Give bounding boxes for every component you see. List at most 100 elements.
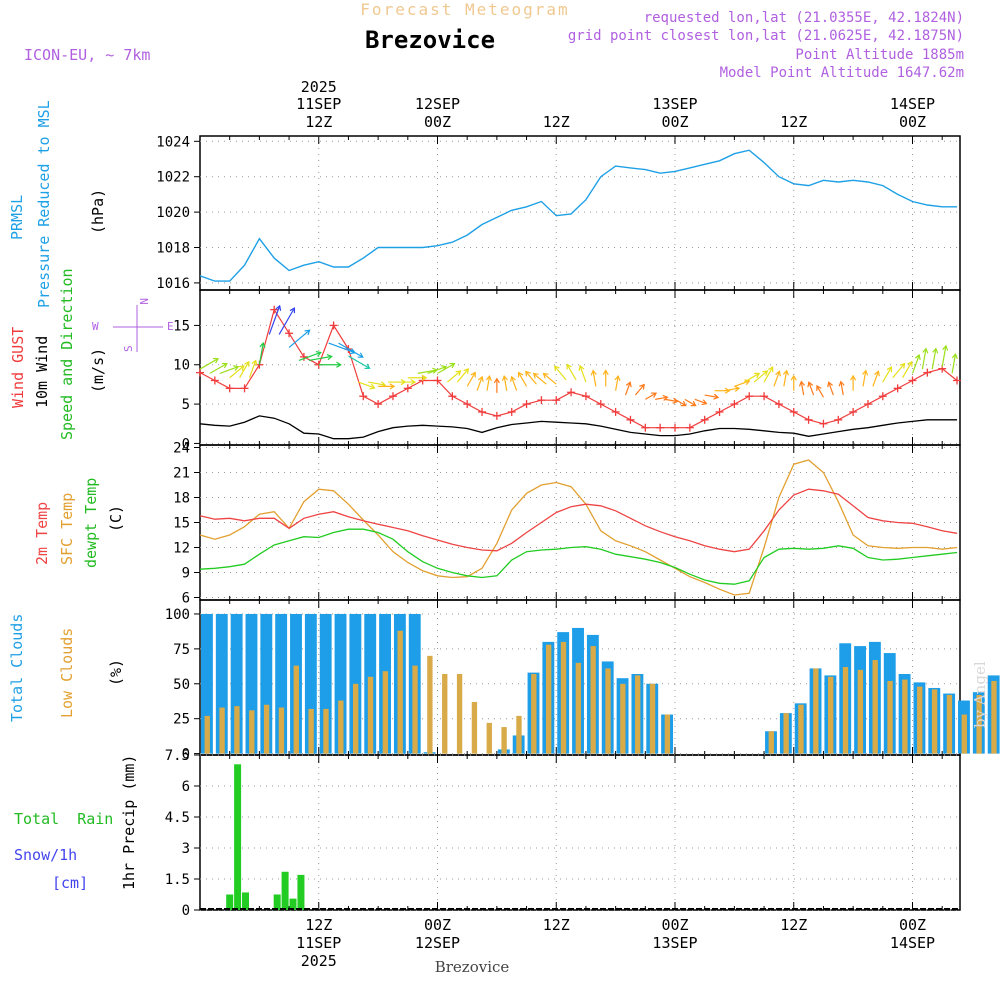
wind-arrow-head bbox=[775, 370, 781, 377]
precip-panel bbox=[200, 764, 960, 910]
label-prmsl: PRMSL bbox=[8, 195, 26, 240]
top-axis-label: 14SEP bbox=[890, 95, 935, 113]
wind-arrow bbox=[892, 363, 905, 379]
wind-arrow-head bbox=[907, 360, 913, 367]
bottom-axis-label: 12Z bbox=[543, 916, 570, 934]
low-cloud-bar bbox=[635, 675, 641, 754]
wind-arrow bbox=[951, 353, 957, 374]
pressure-ytick-label: 1018 bbox=[156, 241, 190, 257]
wind-arrow-head bbox=[951, 352, 958, 359]
top-axis-label: 00Z bbox=[424, 113, 451, 131]
label-ms: (m/s) bbox=[89, 348, 107, 393]
low-cloud-bar bbox=[442, 674, 448, 754]
wind-arrow bbox=[348, 355, 370, 369]
wind-arrow-head bbox=[590, 369, 597, 376]
bottom-axis-label: 00Z bbox=[661, 916, 688, 934]
wind-arrow-head bbox=[455, 370, 462, 376]
total-cloud-bar bbox=[230, 613, 243, 754]
wind-arrow-head bbox=[816, 384, 822, 391]
low-cloud-bar bbox=[427, 655, 433, 754]
wind-arrow-head bbox=[744, 379, 751, 386]
total-cloud-bar bbox=[275, 613, 288, 754]
temp-ytick-label: 12 bbox=[173, 541, 190, 557]
wind-arrow-head bbox=[942, 344, 949, 351]
bottom-axis-label: 00Z bbox=[424, 916, 451, 934]
precip-ytick-label: 1.5 bbox=[165, 872, 190, 888]
low-cloud-bar bbox=[353, 683, 359, 754]
total-cloud-bar bbox=[201, 613, 213, 754]
low-cloud-bar bbox=[991, 680, 997, 754]
wind-arrow bbox=[368, 381, 386, 386]
wind-arrow bbox=[724, 387, 740, 392]
temp-ytick-label: 18 bbox=[173, 491, 190, 507]
label-sfc-temp: SFC Temp bbox=[58, 493, 76, 565]
total-cloud-bar bbox=[260, 613, 273, 754]
wind-arrow bbox=[734, 380, 750, 387]
wind-arrow-head bbox=[463, 367, 470, 374]
label-10m-wind: 10m Wind bbox=[33, 336, 51, 408]
wind-arrow-head bbox=[838, 380, 845, 387]
temp-ytick-label: 24 bbox=[173, 441, 190, 457]
wind-arrow bbox=[447, 370, 461, 383]
wind-arrow-head bbox=[886, 366, 893, 373]
clouds-panel bbox=[201, 613, 1000, 754]
temp-ytick-label: 15 bbox=[173, 516, 190, 532]
label-percent: (%) bbox=[107, 659, 125, 686]
wind-arrow-head bbox=[238, 365, 245, 371]
wind-arrow-head bbox=[485, 374, 492, 382]
wind-arrow-head bbox=[651, 392, 658, 398]
wind-arrow-head bbox=[369, 383, 376, 390]
rain-bar bbox=[234, 764, 242, 910]
clouds-ytick-label: 75 bbox=[173, 642, 190, 658]
requested-coords: requested lon,lat (21.0355E, 42.1824N) bbox=[644, 10, 964, 26]
wind-arrow bbox=[902, 361, 913, 379]
wind-arrow bbox=[466, 372, 476, 387]
wind-arrow-head bbox=[421, 374, 428, 381]
wind-arrow-head bbox=[233, 365, 240, 371]
wind-arrow-head bbox=[449, 362, 456, 369]
wind-arrow-head bbox=[672, 397, 679, 404]
wind-arrow-head bbox=[493, 377, 500, 384]
wind-ytick-label: 0 bbox=[182, 436, 190, 452]
rain-bar bbox=[281, 871, 289, 910]
bottom-axis-label: 12Z bbox=[780, 916, 807, 934]
precip-ytick-label: 4.5 bbox=[165, 810, 190, 826]
wind-arrow-head bbox=[782, 369, 789, 376]
wind-arrow bbox=[808, 382, 815, 396]
low-cloud-bar bbox=[768, 731, 774, 754]
clouds-ytick-label: 25 bbox=[173, 712, 190, 728]
wind-arrow-head bbox=[364, 363, 371, 369]
wind-panel bbox=[196, 304, 962, 440]
wind-arrow bbox=[511, 376, 518, 391]
bottom-axis-label: 13SEP bbox=[652, 934, 697, 952]
bottom-axis-label: 12SEP bbox=[415, 934, 460, 952]
low-cloud-bar bbox=[828, 676, 834, 754]
gridpoint-coords: grid point closest lon,lat (21.0625E, 42… bbox=[568, 28, 964, 44]
low-cloud-bar bbox=[798, 704, 804, 754]
wind-arrow-head bbox=[389, 383, 396, 390]
wind-arrow bbox=[268, 305, 281, 335]
model-altitude: Model Point Altitude 1647.62m bbox=[720, 65, 964, 81]
wind-arrow-head bbox=[470, 371, 476, 378]
wind-arrow-head bbox=[932, 347, 939, 354]
wind-arrow bbox=[624, 382, 631, 396]
label-speed-direction: Speed and Direction bbox=[58, 268, 76, 440]
point-altitude: Point Altitude 1885m bbox=[795, 47, 964, 63]
wind-arrow-head bbox=[553, 365, 560, 372]
wind-arrow-head bbox=[862, 369, 869, 376]
label-total-rain: Total Rain bbox=[14, 810, 113, 828]
wind-arrow-head bbox=[767, 366, 774, 373]
total-cloud-bar bbox=[319, 613, 332, 754]
wind-arrow-head bbox=[790, 374, 797, 381]
pressure-ytick-label: 1020 bbox=[156, 205, 190, 221]
low-cloud-bar bbox=[857, 669, 864, 754]
wind-arrow bbox=[921, 348, 927, 370]
total-cloud-bar bbox=[215, 613, 228, 754]
low-cloud-bar bbox=[456, 674, 463, 754]
low-cloud-bar bbox=[545, 644, 552, 754]
low-cloud-bar bbox=[323, 708, 329, 754]
low-cloud-bar bbox=[976, 694, 982, 754]
wind-arrow bbox=[664, 398, 678, 403]
